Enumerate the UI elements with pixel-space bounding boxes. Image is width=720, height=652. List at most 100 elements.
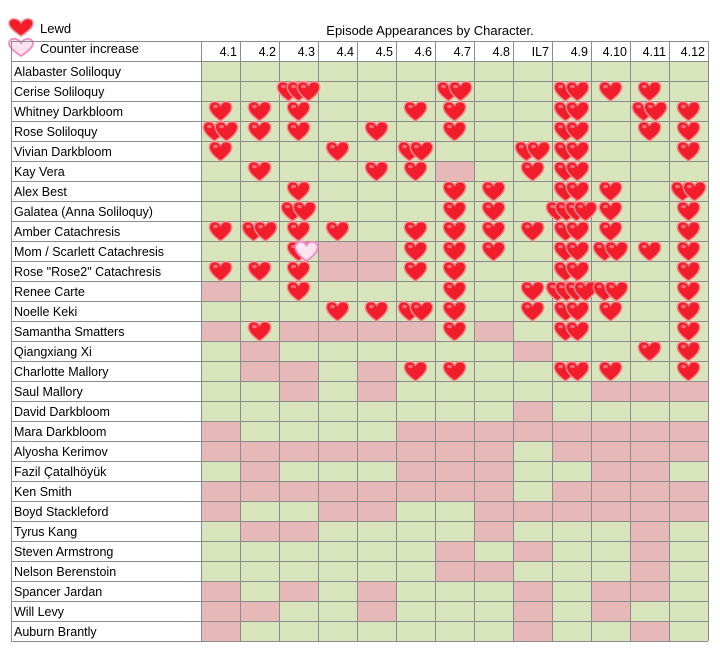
lewd-heart-alex-best-4-12 (682, 180, 707, 202)
heart-shape (481, 220, 506, 242)
heart-shape (676, 320, 701, 342)
lewd-heart-amber-catachresis-4-7 (442, 220, 467, 242)
cell-boyd-stackleford-4-12 (669, 501, 708, 521)
heart-shape (676, 340, 701, 362)
cell-saul-mallory-4-2 (240, 381, 279, 401)
heart-shape (520, 160, 545, 182)
cell-cerise-soliloquy-4-8 (474, 81, 513, 101)
heart-shape (565, 140, 590, 162)
heart-highlight (549, 204, 556, 209)
cell-charlotte-mallory-4-8 (474, 361, 513, 381)
column-label-4-9: 4.9 (571, 45, 588, 59)
cell-boyd-stackleford-4-1 (201, 501, 240, 521)
column-label-4-3: 4.3 (298, 45, 315, 59)
heart-shape (442, 200, 467, 222)
cell-tyrus-kang-4-2 (240, 521, 279, 541)
heart-shape (676, 200, 701, 222)
lewd-heart-cerise-soliloquy-4-7 (448, 80, 473, 102)
cell-samantha-smatters-4-3 (279, 321, 318, 341)
heart-shape (565, 100, 590, 122)
cell-alyosha-kerimov-4-11 (630, 441, 669, 461)
cell-david-darkbloom-4-6 (396, 401, 435, 421)
cell-mom-scarlett-catachresis-4-1 (201, 241, 240, 261)
lewd-heart-renee-carte-il7 (520, 280, 545, 302)
cell-david-darkbloom-4-7 (435, 401, 474, 421)
cell-rose-soliloquy-4-8 (474, 121, 513, 141)
lewd-heart-rose-soliloquy-4-2 (247, 120, 272, 142)
heart-shape (292, 200, 317, 222)
cell-tyrus-kang-4-5 (357, 521, 396, 541)
cell-will-levy-4-3 (279, 601, 318, 621)
cell-will-levy-4-4 (318, 601, 357, 621)
heart-highlight (608, 284, 615, 289)
cell-ken-smith-4-6 (396, 481, 435, 501)
cell-mara-darkbloom-4-11 (630, 421, 669, 441)
cell-auburn-brantly-4-6 (396, 621, 435, 641)
cell-qiangxiang-xi-4-9 (552, 341, 591, 361)
cell-nelson-berenstoin-4-1 (201, 561, 240, 581)
cell-kay-vera-4-11 (630, 161, 669, 181)
heart-highlight (558, 284, 565, 289)
row-label-spancer-jardan: Spancer Jardan (14, 585, 102, 599)
cell-galatea-anna-soliloquy-4-6 (396, 201, 435, 221)
cell-samantha-smatters-4-10 (591, 321, 630, 341)
legend-item-lewd: Lewd (8, 18, 71, 38)
cell-boyd-stackleford-4-9 (552, 501, 591, 521)
cell-mom-scarlett-catachresis-il7 (513, 241, 552, 261)
heart-highlight (641, 244, 648, 249)
cell-david-darkbloom-4-1 (201, 401, 240, 421)
cell-boyd-stackleford-4-8 (474, 501, 513, 521)
cell-qiangxiang-xi-4-5 (357, 341, 396, 361)
cell-david-darkbloom-4-4 (318, 401, 357, 421)
cell-spancer-jardan-4-3 (279, 581, 318, 601)
lewd-heart-whitney-darkbloom-4-1 (208, 100, 233, 122)
heart-highlight (485, 204, 492, 209)
cell-ken-smith-4-2 (240, 481, 279, 501)
row-label-alyosha-kerimov: Alyosha Kerimov (14, 445, 109, 459)
cell-cerise-soliloquy-4-6 (396, 81, 435, 101)
lewd-heart-charlotte-mallory-4-9 (565, 360, 590, 382)
cell-mara-darkbloom-4-7 (435, 421, 474, 441)
row-label-saul-mallory: Saul Mallory (14, 385, 84, 399)
cell-david-darkbloom-4-2 (240, 401, 279, 421)
cell-alyosha-kerimov-4-2 (240, 441, 279, 461)
cell-renee-carte-4-1 (201, 281, 240, 301)
lewd-heart-rose-rose2-catachresis-4-9 (565, 260, 590, 282)
cell-will-levy-4-11 (630, 601, 669, 621)
cell-kay-vera-4-12 (669, 161, 708, 181)
row-label-cerise-soliloquy: Cerise Soliloquy (14, 85, 105, 99)
heart-highlight (557, 264, 564, 269)
cell-alyosha-kerimov-4-12 (669, 441, 708, 461)
cell-will-levy-4-10 (591, 601, 630, 621)
cell-tyrus-kang-4-3 (279, 521, 318, 541)
row-label-will-levy: Will Levy (14, 605, 65, 619)
cell-vivian-darkbloom-4-10 (591, 141, 630, 161)
lewd-heart-amber-catachresis-4-4 (325, 220, 350, 242)
cell-vivian-darkbloom-4-2 (240, 141, 279, 161)
row-label-galatea-anna-soliloquy: Galatea (Anna Soliloquy) (14, 205, 153, 219)
heart-shape (403, 240, 428, 262)
lewd-heart-noelle-keki-4-10 (598, 300, 623, 322)
lewd-heart-samantha-smatters-4-9 (565, 320, 590, 342)
cell-alex-best-4-1 (201, 181, 240, 201)
cell-rose-rose2-catachresis-4-5 (357, 261, 396, 281)
cell-mara-darkbloom-4-12 (669, 421, 708, 441)
cell-fazil-atalh-y-k-4-8 (474, 461, 513, 481)
lewd-heart-noelle-keki-4-12 (676, 300, 701, 322)
lewd-heart-whitney-darkbloom-4-3 (286, 100, 311, 122)
cell-steven-armstrong-4-1 (201, 541, 240, 561)
lewd-heart-mom-scarlett-catachresis-4-8 (481, 240, 506, 262)
heart-highlight (407, 264, 414, 269)
cell-charlotte-mallory-4-1 (201, 361, 240, 381)
cell-nelson-berenstoin-4-12 (669, 561, 708, 581)
cell-spancer-jardan-4-4 (318, 581, 357, 601)
lewd-heart-charlotte-mallory-4-7 (442, 360, 467, 382)
cell-spancer-jardan-il7 (513, 581, 552, 601)
cell-rose-rose2-catachresis-4-10 (591, 261, 630, 281)
heart-shape (565, 180, 590, 202)
cell-boyd-stackleford-il7 (513, 501, 552, 521)
cell-mara-darkbloom-4-4 (318, 421, 357, 441)
cell-nelson-berenstoin-il7 (513, 561, 552, 581)
lewd-heart-noelle-keki-4-6 (409, 300, 434, 322)
heart-shape (442, 360, 467, 382)
